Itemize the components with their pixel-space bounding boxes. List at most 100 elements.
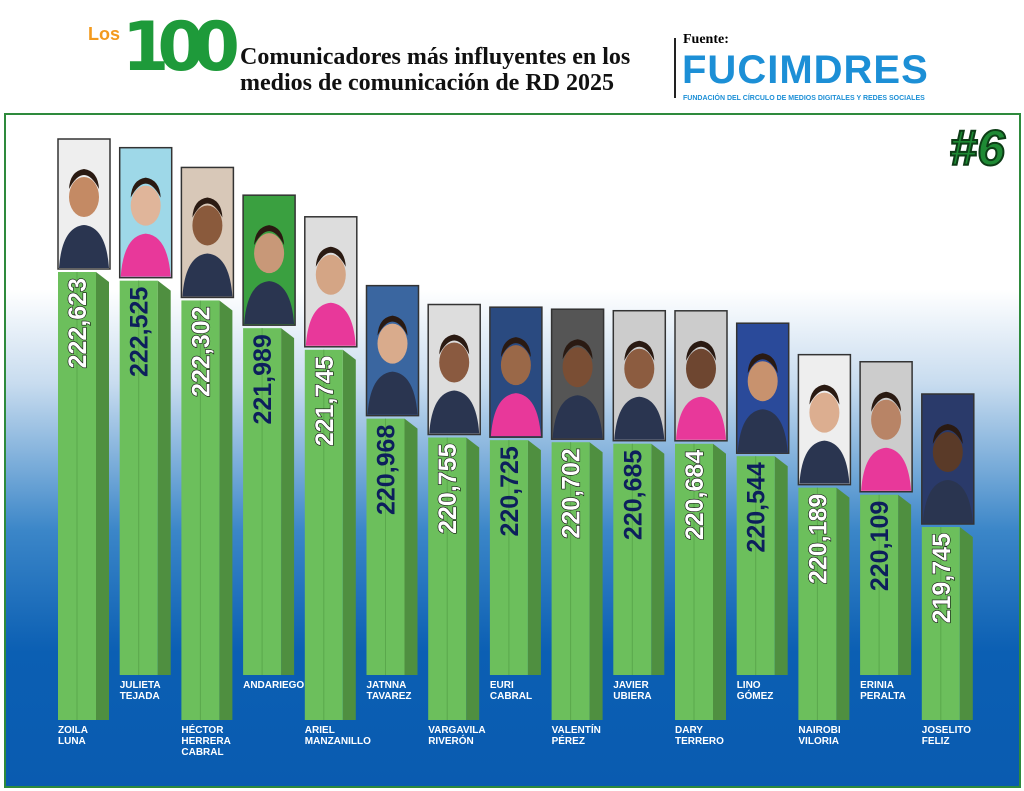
- logo-los: Los: [88, 24, 121, 44]
- portrait-photo: [735, 322, 790, 454]
- category-label: FELIZ: [922, 736, 950, 747]
- category-label: UBIERA: [613, 691, 651, 702]
- category-label: ZOILA: [58, 725, 88, 736]
- bar-side: [157, 280, 171, 675]
- portrait-photo: [118, 146, 173, 279]
- portrait-photo: [550, 308, 605, 440]
- portrait-photo: [612, 309, 667, 442]
- bar-side: [898, 494, 912, 675]
- bar-side: [281, 328, 295, 675]
- portrait-photo: [304, 216, 358, 348]
- bar-side: [959, 527, 973, 720]
- category-label: LUNA: [58, 736, 86, 747]
- bar-side: [836, 487, 850, 720]
- bar-side: [404, 418, 418, 675]
- bar-side: [713, 443, 726, 720]
- category-label: VARGAVILA: [428, 725, 485, 736]
- rank-badge: #6: [948, 119, 1006, 177]
- bar-side: [466, 437, 480, 720]
- bar-value-label: 220,189: [804, 494, 832, 584]
- category-label: ANDARIEGO: [243, 680, 304, 691]
- portrait-photo: [674, 310, 728, 442]
- portrait-photo: [489, 306, 543, 438]
- category-label: JATNNA: [367, 680, 407, 691]
- portrait-photo: [57, 138, 111, 270]
- category-label: ARIEL: [305, 725, 335, 736]
- bar-side: [342, 349, 356, 720]
- bar-group: 221,989 ANDARIEGO: [242, 194, 304, 691]
- portrait-photo: [859, 360, 913, 493]
- category-label: MANZANILLO: [305, 736, 371, 747]
- bar-value-label: 220,702: [558, 448, 586, 538]
- category-label: CABRAL: [181, 747, 223, 758]
- bar-value-label: 221,745: [311, 356, 339, 446]
- category-label: TERRERO: [675, 736, 724, 747]
- bar-side: [527, 440, 541, 675]
- bar-side: [96, 272, 109, 720]
- category-label: NAIROBI: [798, 725, 840, 736]
- category-label: DARY: [675, 725, 703, 736]
- bar-value-label: 219,745: [928, 533, 956, 623]
- bar-value-label: 220,725: [496, 446, 524, 536]
- portrait-photo: [797, 353, 852, 486]
- source-label: Fuente:: [683, 32, 729, 47]
- category-label: HERRERA: [181, 736, 230, 747]
- category-label: JAVIER: [613, 680, 649, 691]
- bar-value-label: 220,544: [743, 462, 771, 552]
- bar-chart: 222,623ZOILALUNA222,525JULIETATEJADA222,…: [57, 138, 975, 758]
- bar-side: [219, 300, 233, 720]
- portrait-photo: [427, 303, 481, 436]
- category-label: PERALTA: [860, 691, 906, 702]
- category-label: VILORIA: [798, 736, 839, 747]
- bar-value-label: 222,302: [187, 306, 215, 396]
- category-label: TAVAREZ: [367, 691, 412, 702]
- source-logo: FUCIMDRES: [682, 48, 929, 92]
- source-subtitle: FUNDACIÓN DEL CÍRCULO DE MEDIOS DIGITALE…: [683, 95, 925, 102]
- category-label: EURI: [490, 680, 514, 691]
- title-line-1: Comunicadores más influyentes en los: [240, 44, 631, 70]
- bar-value-label: 222,525: [126, 287, 154, 377]
- portrait-photo: [180, 166, 235, 299]
- bar-side: [774, 456, 788, 675]
- category-label: JULIETA: [120, 680, 161, 691]
- logo-100: 100: [122, 8, 240, 87]
- bar-value-label: 220,755: [434, 443, 462, 533]
- category-label: TEJADA: [120, 691, 160, 702]
- chart-panel: #6 222,623 ZOILA LUNA 222,525 JULIETA TEJADA 2…: [4, 113, 1021, 788]
- bar-value-label: 220,968: [373, 425, 401, 515]
- bar-side: [651, 443, 665, 675]
- portrait-photo: [921, 393, 975, 525]
- category-label: GÓMEZ: [737, 689, 774, 702]
- header: Los 100 Comunicadores más influyentes en…: [0, 0, 1024, 110]
- bar-value-label: 221,989: [249, 334, 277, 424]
- category-label: HÉCTOR: [181, 723, 224, 736]
- category-label: PÉREZ: [552, 734, 585, 747]
- page-title: Comunicadores más influyentes en los med…: [240, 44, 630, 96]
- portrait-photo: [242, 194, 296, 326]
- title-line-2: medios de comunicación de RD 2025: [240, 70, 614, 96]
- bar-side: [589, 442, 603, 720]
- category-label: JOSELITO: [922, 725, 971, 736]
- category-label: CABRAL: [490, 691, 532, 702]
- category-label: ERINIA: [860, 680, 894, 691]
- category-label: RIVERÓN: [428, 734, 474, 747]
- bar-value-label: 222,623: [64, 278, 92, 368]
- category-label: VALENTÍN: [552, 723, 601, 736]
- divider: [674, 38, 676, 98]
- bar-value-label: 220,109: [866, 501, 894, 591]
- category-label: LINO: [737, 680, 761, 691]
